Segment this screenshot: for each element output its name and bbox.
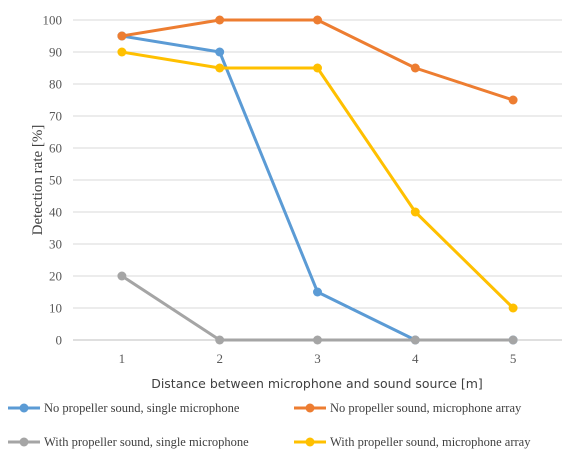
legend-label: With propeller sound, single microphone <box>44 435 249 449</box>
series-2 <box>117 15 518 105</box>
legend-item: No propeller sound, microphone array <box>294 401 522 415</box>
legend-label: No propeller sound, single microphone <box>44 401 240 415</box>
x-tick-label: 5 <box>510 351 517 366</box>
series-1 <box>117 31 518 345</box>
x-tick-label: 4 <box>412 351 419 366</box>
data-point <box>117 47 127 57</box>
legend: No propeller sound, single microphone No … <box>8 401 531 449</box>
data-point <box>117 271 127 281</box>
y-tick-label: 40 <box>49 205 62 220</box>
data-point <box>313 63 322 73</box>
data-point <box>215 335 225 345</box>
data-point <box>410 63 420 73</box>
y-tick-label: 20 <box>49 269 62 284</box>
legend-item: With propeller sound, single microphone <box>8 435 249 449</box>
y-tick-label: 50 <box>49 173 62 188</box>
data-point <box>215 15 225 25</box>
y-axis-ticks: 0 10 20 30 40 50 60 70 80 90 100 <box>43 13 63 348</box>
y-tick-label: 0 <box>56 333 63 348</box>
series-4 <box>117 47 518 313</box>
y-axis-label: Detection rate [%] <box>30 125 46 236</box>
series-3 <box>117 271 518 345</box>
y-tick-label: 100 <box>43 13 63 28</box>
y-tick-label: 80 <box>49 77 62 92</box>
data-point <box>313 287 322 297</box>
x-axis-ticks: 1 2 3 4 5 <box>119 351 517 366</box>
data-point <box>215 63 225 73</box>
x-tick-label: 2 <box>216 351 223 366</box>
data-point <box>117 31 127 41</box>
legend-item: No propeller sound, single microphone <box>8 401 240 415</box>
data-point <box>410 335 420 345</box>
legend-label: With propeller sound, microphone array <box>330 435 531 449</box>
legend-marker <box>305 403 315 413</box>
y-tick-label: 90 <box>49 45 62 60</box>
legend-marker <box>19 403 29 413</box>
legend-item: With propeller sound, microphone array <box>294 435 531 449</box>
data-point <box>508 303 518 313</box>
y-tick-label: 70 <box>49 109 62 124</box>
x-tick-label: 3 <box>314 351 321 366</box>
legend-label: No propeller sound, microphone array <box>330 401 522 415</box>
y-tick-label: 10 <box>49 301 62 316</box>
gridlines <box>73 19 562 341</box>
data-point <box>410 207 420 217</box>
y-tick-label: 60 <box>49 141 62 156</box>
data-point <box>313 335 322 345</box>
legend-marker <box>19 437 29 447</box>
series-line <box>120 18 515 102</box>
y-tick-label: 30 <box>49 237 62 252</box>
data-point <box>313 15 322 25</box>
data-point <box>215 47 225 57</box>
legend-marker <box>305 437 315 447</box>
data-point <box>508 335 518 345</box>
x-tick-label: 1 <box>119 351 126 366</box>
x-axis-label: Distance between microphone and sound so… <box>151 376 483 391</box>
data-point <box>508 95 518 105</box>
series-lines <box>117 15 518 345</box>
